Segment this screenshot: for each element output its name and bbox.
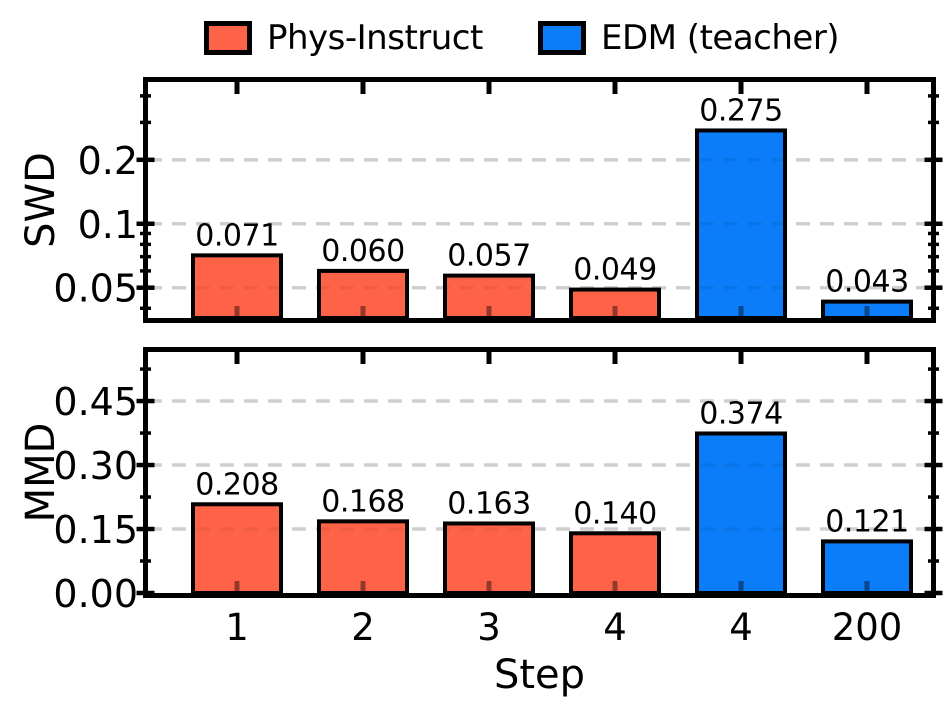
value-label: 0.121 xyxy=(825,504,908,539)
x-tick-label: 2 xyxy=(351,606,375,649)
x-tick-label: 1 xyxy=(225,606,249,649)
x-axis: 1 2 3 4 4 200 Step xyxy=(225,606,902,698)
value-label: 0.374 xyxy=(699,396,782,431)
x-tick-bottom xyxy=(864,581,870,593)
y-axis-label: SWD xyxy=(18,152,64,248)
x-tick-top xyxy=(486,352,492,364)
x-tick-top xyxy=(738,352,744,364)
x-tick-bottom xyxy=(864,306,870,318)
x-tick-bottom xyxy=(234,306,240,318)
bar-mmd-step-4-3 xyxy=(569,531,661,596)
x-tick-top xyxy=(864,352,870,364)
x-tick-bottom xyxy=(360,581,366,593)
y-tick-label: 0.45 xyxy=(53,380,138,424)
x-tick-bottom xyxy=(612,581,618,593)
x-tick-bottom xyxy=(738,306,744,318)
x-tick-bottom xyxy=(234,581,240,593)
x-tick-top xyxy=(486,82,492,94)
swd-subplot: 0.05 0.1 0.2 0.071 0.060 0.057 0.049 0.275 0.043… xyxy=(18,77,943,323)
y-tick-label: 0.15 xyxy=(53,508,138,552)
x-tick-top xyxy=(864,82,870,94)
legend-item-edm-teacher: EDM (teacher) xyxy=(538,18,840,58)
y-tick-label: 0.1 xyxy=(78,203,138,247)
x-tick-bottom xyxy=(738,581,744,593)
legend-label-phys-instruct: Phys-Instruct xyxy=(267,18,483,58)
value-label: 0.208 xyxy=(195,467,278,502)
x-tick-label: 4 xyxy=(603,606,627,649)
legend-item-phys-instruct: Phys-Instruct xyxy=(204,18,483,58)
x-tick-top xyxy=(360,82,366,94)
y-tick-label: 0.2 xyxy=(78,139,138,183)
x-tick-label: 3 xyxy=(477,606,501,649)
axes-frame xyxy=(143,347,936,598)
legend-swatch-edm-teacher-icon xyxy=(538,21,586,55)
legend-label-edm-teacher: EDM (teacher) xyxy=(601,18,840,58)
y-tick-label: 0.00 xyxy=(53,572,138,616)
y-tick-label: 0.05 xyxy=(53,267,138,311)
value-label: 0.060 xyxy=(321,234,404,269)
mmd-subplot: 0.00 0.15 0.30 0.45 0.208 0.168 0.163 0.140 0.37… xyxy=(18,347,943,616)
x-tick-label: 4 xyxy=(729,606,753,649)
value-label: 0.057 xyxy=(447,239,530,274)
x-tick-bottom xyxy=(360,306,366,318)
value-label: 0.140 xyxy=(573,496,656,531)
y-axis-label: MMD xyxy=(18,423,64,523)
bar-mmd-step-4-4 xyxy=(695,431,787,595)
x-tick-bottom xyxy=(486,306,492,318)
value-label: 0.049 xyxy=(573,253,656,288)
value-label: 0.168 xyxy=(321,484,404,519)
x-tick-top xyxy=(612,82,618,94)
x-tick-top xyxy=(738,82,744,94)
x-tick-top xyxy=(234,352,240,364)
value-label: 0.043 xyxy=(825,265,908,300)
value-label: 0.071 xyxy=(195,218,278,253)
x-tick-label: 200 xyxy=(832,606,903,649)
value-label: 0.163 xyxy=(447,486,530,521)
bar-swd-step-4-4 xyxy=(695,128,787,320)
legend: Phys-Instruct EDM (teacher) xyxy=(0,0,945,70)
bar-mmd-step-1-0 xyxy=(191,502,283,595)
x-tick-bottom xyxy=(486,581,492,593)
bar-mmd-step-200-5 xyxy=(821,539,913,596)
legend-swatch-phys-instruct-icon xyxy=(204,21,252,55)
y-tick-label: 0.30 xyxy=(53,444,138,488)
value-label: 0.275 xyxy=(699,93,782,128)
x-tick-top xyxy=(360,352,366,364)
x-axis-label: Step xyxy=(494,652,585,698)
x-tick-top xyxy=(234,82,240,94)
x-tick-top xyxy=(612,352,618,364)
axes-frame xyxy=(143,77,936,323)
x-tick-bottom xyxy=(612,306,618,318)
